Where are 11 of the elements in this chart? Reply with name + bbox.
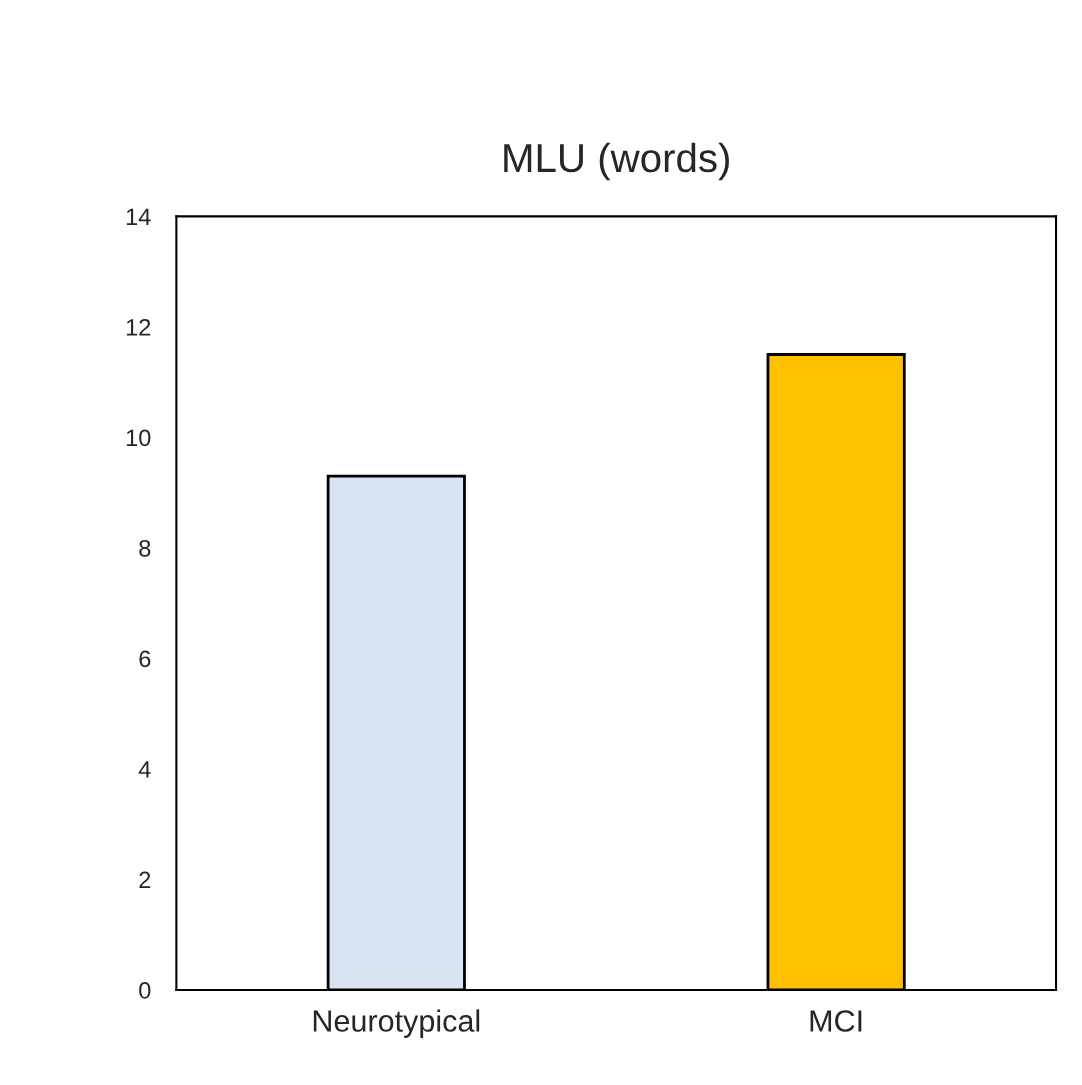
chart-title: MLU (words) (504, 142, 729, 181)
y-tick-label: 12 (126, 318, 151, 336)
y-tick-label: 0 (139, 982, 151, 999)
y-tick-label: 6 (139, 650, 151, 668)
y-tick-label: 10 (126, 429, 151, 447)
y-tick-label: 2 (139, 871, 151, 888)
x-tick-label: MCI (810, 1010, 862, 1032)
y-tick-label: 8 (139, 539, 151, 557)
x-tick-label: Neurotypical (313, 1009, 480, 1038)
y-tick-label: 14 (126, 208, 151, 225)
y-tick-label: 4 (138, 761, 151, 778)
